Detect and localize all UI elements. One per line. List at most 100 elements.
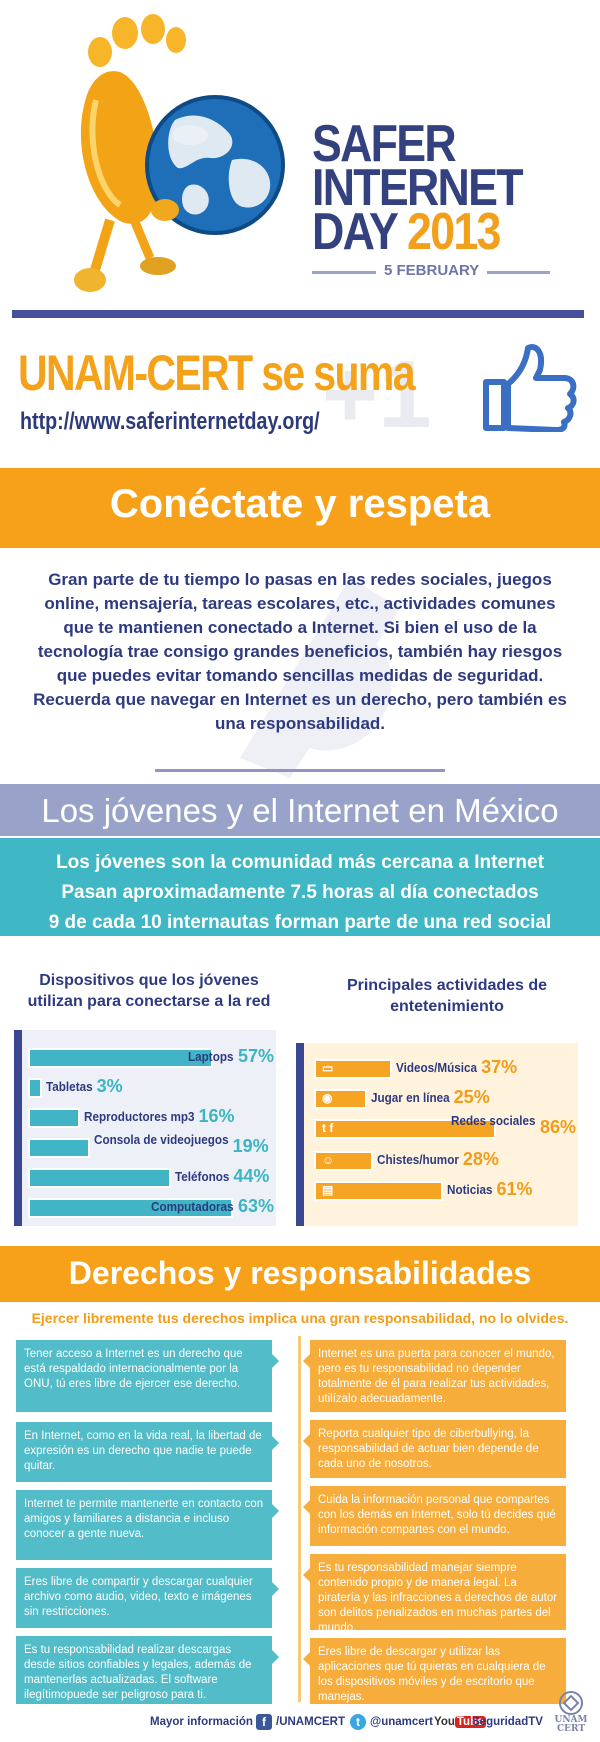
device-percent: 63% xyxy=(237,1196,274,1216)
twitter-icon[interactable]: t xyxy=(350,1714,366,1730)
toe-pad xyxy=(112,17,138,49)
more-info-label: Mayor información xyxy=(150,1716,253,1728)
device-bar xyxy=(28,1078,42,1098)
responsibility-card: Eres libre de descargar y utilizar las a… xyxy=(303,1638,566,1704)
newspaper-icon: ▤ xyxy=(322,1183,334,1197)
card-pointer xyxy=(272,1504,279,1518)
youtube-icon[interactable]: You Tube xyxy=(434,1716,486,1728)
card-pointer xyxy=(272,1582,279,1596)
rights-card: Es tu responsabilidad realizar descargas… xyxy=(16,1636,279,1704)
rights-card: Eres libre de compartir y descargar cual… xyxy=(16,1568,279,1628)
activity-bar xyxy=(314,1181,443,1201)
rights-card-text: Tener acceso a Internet es un derecho qu… xyxy=(24,1348,243,1390)
devices-title: Dispositivos que los jóvenes utilizan pa… xyxy=(27,972,271,1010)
device-bar xyxy=(28,1108,80,1128)
gamepad-icon: ◉ xyxy=(322,1091,333,1105)
hand xyxy=(151,199,179,221)
activity-percent: 28% xyxy=(462,1149,499,1169)
activity-percent: 61% xyxy=(496,1179,533,1199)
activity-bar xyxy=(314,1119,496,1139)
connect-section-header: Conéctate y respeta xyxy=(0,468,600,548)
responsibility-card: Cuida la información personal que compar… xyxy=(303,1486,566,1546)
date-text: 5 FEBRUARY xyxy=(376,262,488,279)
activity-stat-row: t f Redes sociales 86% xyxy=(304,1114,578,1141)
video-icon: ▭ xyxy=(322,1061,334,1075)
activity-bar xyxy=(314,1059,392,1079)
card-pointer xyxy=(303,1568,310,1582)
activity-stat-row: ▭ Videos/Música 37% xyxy=(304,1055,578,1081)
card-pointer xyxy=(303,1500,310,1514)
footer: Mayor información f /UNAMCERT t @unamcer… xyxy=(0,1710,600,1736)
unam-cert-banner: +1 UNAM-CERT se suma http://www.saferint… xyxy=(0,330,600,450)
shoe xyxy=(74,268,106,292)
facebook-icon[interactable]: f xyxy=(256,1714,272,1730)
rights-card-text: Es tu responsabilidad realizar descargas… xyxy=(24,1644,252,1701)
device-stat-row: Consola de videojuegos 19% xyxy=(22,1132,276,1160)
rights-divider xyxy=(298,1336,301,1702)
device-stat-row: Teléfonos 44% xyxy=(22,1164,276,1190)
event-date: 5 FEBRUARY xyxy=(312,262,550,282)
twitter-handle[interactable]: @unamcert xyxy=(370,1716,433,1728)
shoe xyxy=(140,257,176,275)
youtube-tube: Tube xyxy=(454,1716,486,1728)
activity-bar xyxy=(314,1089,367,1109)
device-stat-row: Laptops 57% xyxy=(22,1044,276,1070)
youth-section-header: Los jóvenes y el Internet en México xyxy=(0,784,600,836)
shield-logo-icon xyxy=(559,1691,583,1715)
connect-heading: Conéctate y respeta xyxy=(109,482,491,526)
activities-title: Principales actividades de entetenimient… xyxy=(346,977,548,1015)
activity-stat-row: ◉ Jugar en línea 25% xyxy=(304,1085,578,1111)
responsibility-card: Es tu responsabilidad manejar siempre co… xyxy=(303,1554,566,1634)
device-bar xyxy=(28,1198,233,1218)
responsibility-card-text: Es tu responsabilidad manejar siempre co… xyxy=(318,1562,558,1634)
device-percent: 16% xyxy=(198,1106,235,1126)
rights-card: Internet te permite mantenerte en contac… xyxy=(16,1490,279,1560)
card-pointer xyxy=(303,1354,310,1368)
device-percent: 19% xyxy=(232,1136,269,1156)
youth-fact: 9 de cada 10 internautas forman parte de… xyxy=(48,912,552,933)
activity-percent: 86% xyxy=(539,1117,576,1137)
activity-stat-row: ☺ Chistes/humor 28% xyxy=(304,1147,578,1173)
youth-fact: Los jóvenes son la comunidad más cercana… xyxy=(56,852,544,873)
device-label: Tabletas xyxy=(46,1079,93,1094)
intro-section: Gran parte de tu tiempo lo pasas en las … xyxy=(0,548,600,778)
activities-chart: ▭ Videos/Música 37% ◉ Jugar en línea 25% t f Re… xyxy=(296,1043,578,1226)
event-title: SAFER INTERNET DAY 2013 xyxy=(312,118,582,258)
rights-card: Tener acceso a Internet es un derecho qu… xyxy=(16,1340,279,1412)
device-percent: 57% xyxy=(237,1046,274,1066)
leg xyxy=(90,218,115,272)
youtube-you: You xyxy=(434,1716,455,1728)
youth-facts: Los jóvenes son la comunidad más cercana… xyxy=(0,838,600,936)
device-label: Computadoras xyxy=(151,1199,234,1214)
device-bar xyxy=(28,1048,213,1068)
website-link[interactable]: http://www.saferinternetday.org/ xyxy=(20,408,320,435)
intro-divider xyxy=(155,769,445,772)
rights-card-text: En Internet, como en la vida real, la li… xyxy=(24,1430,262,1472)
youth-fact: Pasan aproximadamente 7.5 horas al día c… xyxy=(61,882,539,903)
device-bar xyxy=(28,1168,171,1188)
activity-label: Videos/Música xyxy=(396,1060,478,1075)
device-label: Consola de videojuegos xyxy=(94,1132,229,1147)
unam-cert-title: UNAM-CERT se suma xyxy=(18,345,415,401)
device-label: Teléfonos xyxy=(175,1169,230,1184)
facebook-handle[interactable]: /UNAMCERT xyxy=(276,1716,345,1728)
responsibility-card: Reporta cualquier tipo de ciberbullying,… xyxy=(303,1420,566,1478)
rights-heading: Derechos y responsabilidades xyxy=(68,1255,532,1291)
activity-stat-row: ▤ Noticias 61% xyxy=(304,1177,578,1203)
rights-subtitle: Ejercer libremente tus derechos implica … xyxy=(31,1310,569,1326)
activity-percent: 25% xyxy=(453,1087,490,1107)
watermark-graphic xyxy=(240,578,400,778)
card-pointer xyxy=(272,1436,279,1450)
header-divider xyxy=(12,310,584,318)
title-year: 2013 xyxy=(407,203,501,261)
hero-section: SAFER INTERNET DAY 2013 5 FEBRUARY xyxy=(0,0,600,330)
rights-card-text: Eres libre de compartir y descargar cual… xyxy=(24,1576,253,1618)
activity-label: Noticias xyxy=(447,1182,493,1197)
responsibility-card-text: Reporta cualquier tipo de ciberbullying,… xyxy=(318,1428,539,1470)
leg xyxy=(130,220,155,260)
mascot-globe-illustration xyxy=(74,14,285,292)
title-line-2: INTERNET xyxy=(312,159,524,217)
device-percent: 44% xyxy=(233,1166,270,1186)
youtube-channel[interactable]: SeguridadTV xyxy=(472,1716,543,1728)
title-day: DAY xyxy=(312,203,398,261)
